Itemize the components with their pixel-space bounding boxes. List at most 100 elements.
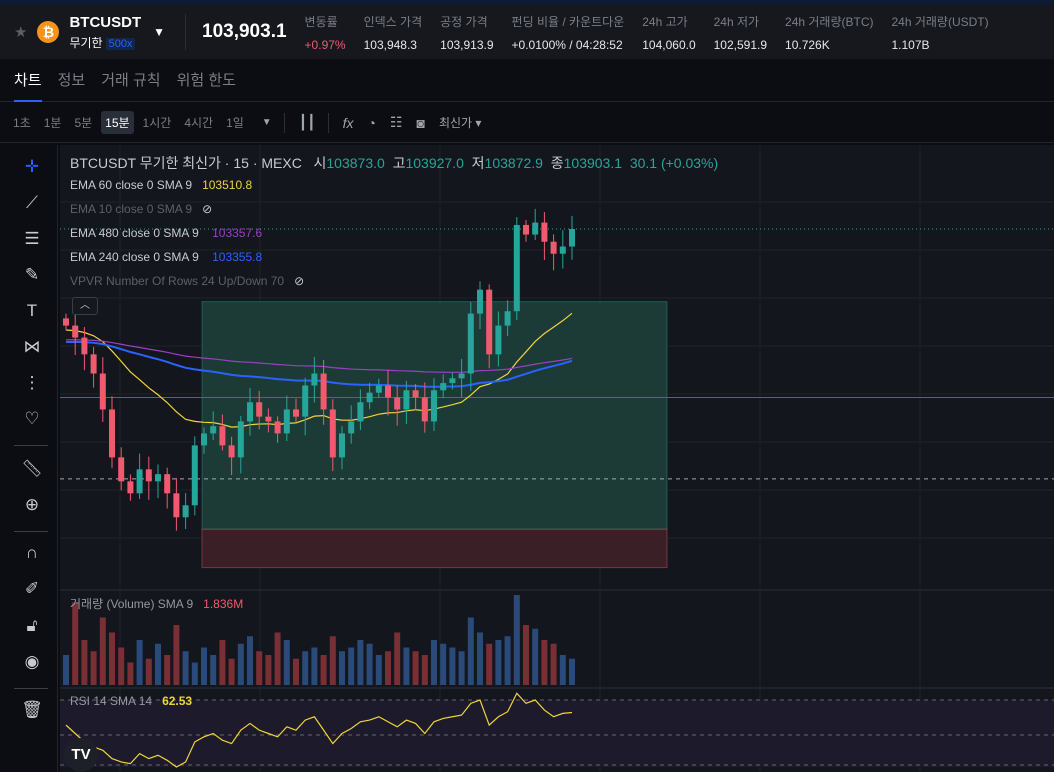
volume-bar: [173, 625, 180, 685]
volume-bar: [357, 640, 364, 685]
interval-1[interactable]: 1분: [43, 116, 62, 130]
price-chart[interactable]: [60, 145, 1054, 772]
ruler-icon[interactable]: 📏︎: [21, 459, 43, 478]
tradingview-logo[interactable]: TV: [64, 738, 98, 772]
brush-icon[interactable]: ✎: [24, 265, 40, 284]
price-type-dropdown[interactable]: 최신가 ▾: [438, 116, 482, 130]
eye-icon[interactable]: ◉: [24, 652, 40, 671]
volume-bar: [412, 651, 419, 685]
tab-risk-limit[interactable]: 위험 한도: [176, 71, 236, 89]
prediction-icon[interactable]: ⋮: [23, 373, 41, 392]
stat-value: 102,591.9: [713, 37, 768, 52]
volume-bar: [403, 647, 410, 685]
candle-body: [182, 505, 189, 518]
stat-item: 24h 거래량(USDT) 1.107B: [891, 13, 988, 52]
divider: [14, 531, 48, 532]
stat-item: 24h 고가 104,060.0: [642, 13, 695, 52]
volume-bar: [63, 655, 69, 685]
lock-drawing-icon[interactable]: ✐: [24, 579, 40, 598]
text-icon[interactable]: T: [26, 301, 38, 320]
candle-body: [173, 493, 180, 518]
speedometer-icon[interactable]: ◔: [367, 114, 376, 131]
volume-bar: [99, 617, 106, 685]
top-border: [0, 0, 1054, 5]
high-value: 103927.0: [405, 155, 464, 171]
leverage-badge: 500x: [105, 37, 136, 50]
candle-body: [247, 402, 253, 422]
stat-label: 24h 거래량(BTC): [785, 14, 874, 29]
stat-item: 24h 저가 102,591.9: [714, 13, 767, 52]
volume-bar: [504, 636, 511, 685]
magnet-icon[interactable]: ∩: [25, 543, 39, 562]
contract-type: 무기한: [69, 35, 103, 50]
tab-chart[interactable]: 차트: [14, 60, 42, 102]
legend-ema10[interactable]: EMA 10 close 0 SMA 9 ⊘: [70, 202, 212, 216]
chevron-down-icon[interactable]: ▼: [153, 25, 166, 39]
pattern-icon[interactable]: ⋈: [23, 337, 41, 356]
legend-ema480[interactable]: EMA 480 close 0 SMA 9 103357.6: [70, 226, 262, 240]
candle-body: [523, 224, 529, 235]
interval-4[interactable]: 1시간: [142, 116, 172, 130]
candle-body: [486, 289, 493, 355]
unlock-icon[interactable]: 🔓︎: [26, 616, 38, 635]
volume-bar: [320, 655, 327, 685]
legend-ema240[interactable]: EMA 240 close 0 SMA 9 103355.8: [70, 250, 262, 264]
volume-bar: [394, 632, 401, 685]
volume-bar: [523, 625, 529, 685]
candle-body: [118, 457, 125, 482]
heart-icon[interactable]: ♡: [24, 409, 40, 428]
volume-bar: [182, 651, 189, 685]
volume-bar: [136, 640, 143, 685]
legend-vpvr[interactable]: VPVR Number Of Rows 24 Up/Down 70 ⊘: [70, 274, 304, 288]
stat-item: 변동률 +0.97%: [305, 13, 346, 52]
volume-bar: [90, 651, 97, 685]
favorite-star-icon[interactable]: ★: [14, 24, 28, 41]
price-type-label: 최신가: [438, 116, 473, 130]
interval-6[interactable]: 1일: [226, 116, 244, 130]
interval-2[interactable]: 5분: [74, 116, 93, 130]
candle-body: [357, 402, 364, 422]
trend-line-icon[interactable]: ⟋: [26, 193, 38, 212]
indicators-icon[interactable]: fx: [342, 114, 354, 131]
stat-value: +0.97%: [304, 37, 346, 52]
volume-bar: [431, 640, 437, 685]
tab-info[interactable]: 정보: [57, 71, 86, 89]
layout-icon[interactable]: ☷: [389, 114, 403, 130]
rsi-line: [65, 692, 573, 768]
volume-bar: [550, 643, 557, 685]
candle-body: [219, 426, 226, 446]
tab-trading-rules[interactable]: 거래 규칙: [101, 71, 161, 89]
low-label: 저: [471, 155, 485, 171]
legend-volume: 거래량 (Volume) SMA 9 1.836M: [70, 595, 243, 612]
trash-icon[interactable]: 🗑︎: [21, 700, 43, 719]
zoom-in-icon[interactable]: ⊕: [24, 495, 40, 514]
eye-off-icon[interactable]: ⊘: [294, 274, 305, 288]
ema240-value: 103355.8: [212, 250, 263, 264]
horizontal-lines-icon[interactable]: ☰: [24, 229, 40, 248]
volume-bar: [329, 636, 336, 685]
interval-list: 1초 1분 5분 15분 1시간 4시간 1일: [4, 111, 248, 134]
candle-body: [339, 433, 345, 458]
camera-icon[interactable]: ◙: [416, 114, 425, 131]
stat-label: 펀딩 비율 / 카운트다운: [511, 14, 625, 29]
candle-body: [412, 390, 419, 398]
interval-3[interactable]: 15분: [101, 111, 134, 134]
last-price: 103,903.1: [202, 21, 287, 42]
stat-value: 103,948.3: [363, 37, 417, 52]
candle-body: [320, 373, 327, 410]
legend-ema60[interactable]: EMA 60 close 0 SMA 9 103510.8: [70, 178, 252, 192]
interval-0[interactable]: 1초: [13, 116, 31, 130]
volume-bar: [127, 662, 134, 685]
candlestick-type-icon[interactable]: ┃┃: [298, 114, 316, 130]
symbol-selector[interactable]: BTCUSDT 무기한 500x: [69, 14, 141, 51]
candle-body: [145, 469, 152, 482]
crosshair-icon[interactable]: ✛: [24, 157, 40, 176]
vpvr-box-down: [201, 528, 668, 569]
interval-dropdown-icon[interactable]: ▼: [261, 117, 272, 128]
collapse-legend-button[interactable]: ︿: [72, 297, 98, 315]
eye-off-icon[interactable]: ⊘: [202, 202, 213, 216]
candle-body: [532, 222, 539, 235]
candle-body: [385, 385, 391, 398]
volume-bar: [366, 643, 373, 685]
interval-5[interactable]: 4시간: [184, 116, 214, 130]
